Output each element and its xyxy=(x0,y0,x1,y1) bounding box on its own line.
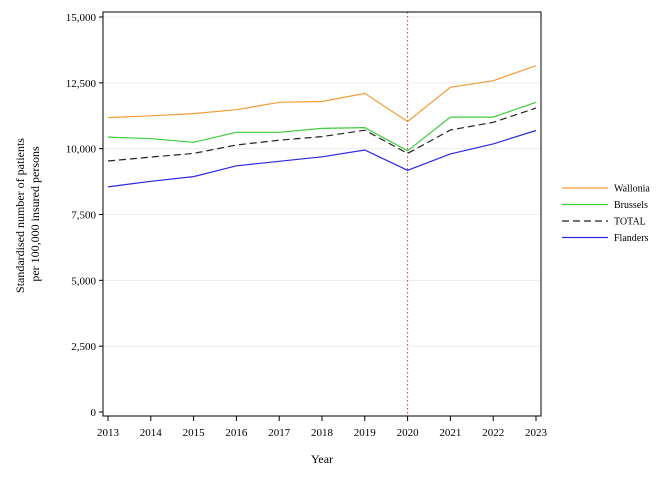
legend-label-flanders: Flanders xyxy=(614,233,649,244)
y-axis: 0 2,500 5,000 7,500 10,000 12,500 15,000 xyxy=(66,12,103,419)
y-tick-label: 7,500 xyxy=(71,210,96,222)
x-tick-label: 2021 xyxy=(439,427,461,439)
y-axis-title-line-1: Standardised number of patients xyxy=(13,138,27,293)
x-tick-label: 2019 xyxy=(354,427,377,439)
y-tick-label: 12,500 xyxy=(66,78,97,90)
series-line-total xyxy=(107,107,537,162)
gridlines xyxy=(103,16,541,347)
x-tick-label: 2014 xyxy=(140,427,163,439)
x-tick-label: 2018 xyxy=(311,427,334,439)
series-line-flanders xyxy=(107,129,537,188)
x-axis-title: Year xyxy=(311,452,333,466)
y-axis-title-line-2: per 100,000 insured persons xyxy=(28,146,42,282)
series-line-brussels xyxy=(107,101,537,152)
y-axis-title: Standardised number of patients per 100,… xyxy=(13,135,42,293)
legend: Wallonia Brussels TOTAL Flanders xyxy=(562,184,650,244)
x-tick-label: 2023 xyxy=(525,427,548,439)
y-tick-label: 2,500 xyxy=(71,341,96,353)
legend-label-total: TOTAL xyxy=(614,217,646,228)
x-tick-label: 2013 xyxy=(97,427,120,439)
y-tick-label: 0 xyxy=(91,407,97,419)
x-tick-label: 2022 xyxy=(482,427,504,439)
x-tick-label: 2017 xyxy=(268,427,291,439)
series-lines xyxy=(107,65,537,188)
series-line-wallonia xyxy=(107,65,537,123)
x-tick-label: 2015 xyxy=(183,427,206,439)
x-tick-label: 2020 xyxy=(397,427,420,439)
legend-label-brussels: Brussels xyxy=(614,200,648,211)
y-tick-label: 10,000 xyxy=(66,144,97,156)
y-tick-label: 15,000 xyxy=(66,12,97,24)
y-tick-label: 5,000 xyxy=(71,275,96,287)
legend-label-wallonia: Wallonia xyxy=(614,184,650,195)
x-tick-label: 2016 xyxy=(225,427,248,439)
x-axis: 2013 2014 2015 2016 2017 2018 2019 2020 2021 2022… xyxy=(97,416,548,439)
